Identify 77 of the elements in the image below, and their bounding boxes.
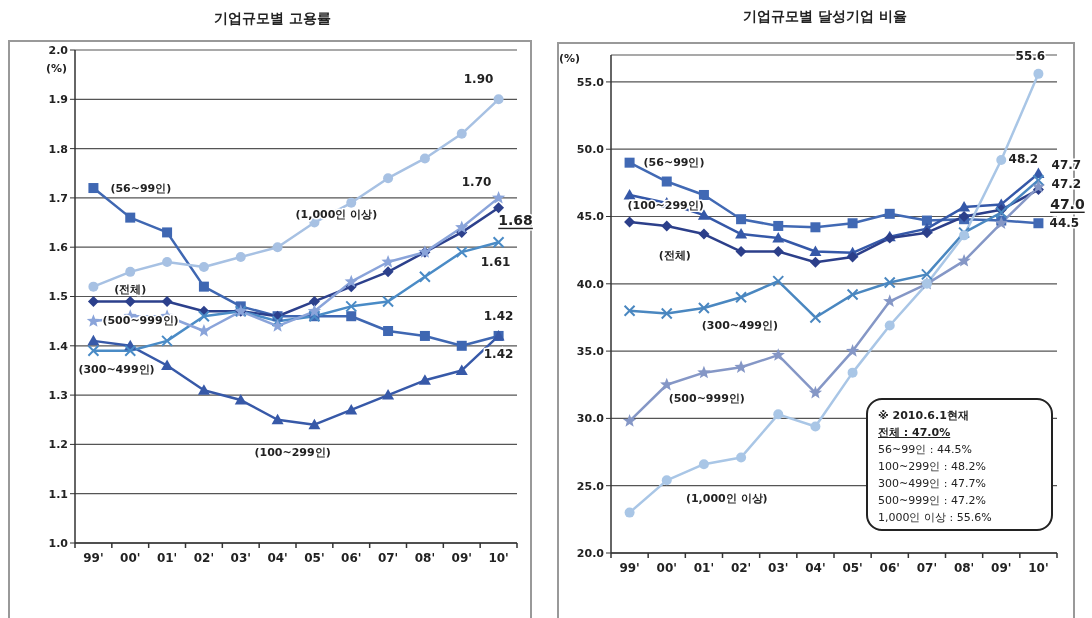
y-tick-label: 30.0 — [576, 412, 605, 426]
x-tick-label: 08' — [414, 551, 436, 565]
series-label: (100~299인) — [254, 446, 331, 460]
x-tick-label: 04' — [805, 561, 826, 575]
series-label: (56~99인) — [643, 156, 705, 170]
x-tick-label: 03' — [230, 551, 251, 565]
data-label: 47.7 — [1051, 158, 1082, 173]
data-label: 48.2 — [1008, 152, 1039, 167]
data-label: 47.0 — [1050, 195, 1085, 212]
x-tick-label: 08' — [953, 561, 975, 575]
data-label: 44.5 — [1049, 216, 1080, 231]
annotation: 300~499인 : 47.7% — [878, 476, 987, 492]
y-tick-label: 1.9 — [48, 93, 68, 107]
series-label: (1,000인 이상) — [685, 491, 768, 505]
x-tick-label: 99' — [619, 561, 640, 575]
x-tick-label: 06' — [879, 561, 900, 575]
data-label: 1.90 — [463, 72, 494, 87]
y-tick-label: 1.7 — [48, 191, 68, 205]
data-label: 1.68 — [498, 211, 533, 228]
series-label: (56~99인) — [110, 181, 172, 195]
y-axis-title: (%) — [559, 52, 581, 65]
series-label: (전체) — [114, 282, 147, 296]
y-axis-title: (%) — [46, 62, 68, 75]
y-tick-label: 50.0 — [576, 143, 605, 157]
series-label: (300~499인) — [701, 318, 779, 332]
x-tick-label: 09' — [991, 561, 1012, 575]
x-tick-label: 07' — [916, 561, 938, 575]
x-tick-label: 10' — [1028, 561, 1049, 575]
annotation: ※ 2010.6.1현재 — [878, 408, 970, 424]
chart-title: 기업규모별 달성기업 비율 — [742, 8, 908, 26]
y-tick-label: 25.0 — [576, 479, 605, 493]
y-tick-label: 55.0 — [576, 75, 605, 89]
series-label: (전체) — [658, 249, 691, 263]
y-tick-label: 35.0 — [576, 345, 605, 359]
y-tick-label: 1.2 — [48, 438, 68, 452]
annotation: 1,000인 이상 : 55.6% — [878, 510, 992, 526]
x-tick-label: 00' — [120, 551, 141, 565]
x-tick-label: 00' — [656, 561, 677, 575]
y-tick-label: 1.8 — [48, 142, 68, 156]
x-tick-label: 05' — [304, 551, 325, 565]
series-label: (500~999인) — [102, 313, 179, 327]
y-tick-label: 40.0 — [576, 277, 605, 291]
y-tick-label: 1.5 — [48, 290, 68, 304]
data-label: 47.2 — [1051, 176, 1082, 191]
data-label: 1.70 — [461, 174, 492, 189]
data-label: 55.6 — [1015, 48, 1046, 63]
x-tick-label: 01' — [693, 561, 715, 575]
annotation: 전체 : 47.0% — [878, 425, 952, 441]
data-label: 1.61 — [480, 255, 511, 270]
annotation: 100~299인 : 48.2% — [878, 459, 987, 475]
y-tick-label: 1.0 — [48, 536, 69, 550]
chart-title: 기업규모별 고용률 — [213, 10, 332, 28]
y-tick-label: 1.1 — [48, 487, 68, 501]
x-tick-label: 99' — [83, 551, 104, 565]
series-label: (500~999인) — [668, 392, 745, 406]
x-tick-label: 02' — [730, 561, 752, 575]
series-label: (1,000인 이상) — [295, 208, 378, 222]
x-tick-label: 10' — [488, 551, 509, 565]
x-tick-label: 09' — [451, 551, 472, 565]
annotation: 500~999인 : 47.2% — [878, 493, 987, 509]
x-tick-label: 01' — [156, 551, 178, 565]
annotation: 56~99인 : 44.5% — [878, 442, 973, 458]
y-tick-label: 45.0 — [576, 210, 605, 224]
x-tick-label: 03' — [768, 561, 789, 575]
x-tick-label: 06' — [341, 551, 362, 565]
y-tick-label: 1.4 — [48, 339, 69, 353]
y-tick-label: 20.0 — [576, 546, 605, 560]
x-tick-label: 07' — [377, 551, 399, 565]
y-tick-label: 2.0 — [48, 43, 69, 57]
x-tick-label: 04' — [267, 551, 288, 565]
data-label: 1.42 — [483, 346, 514, 361]
x-tick-label: 05' — [842, 561, 863, 575]
y-tick-label: 1.3 — [48, 389, 68, 403]
series-label: (300~499인) — [78, 363, 155, 377]
y-tick-label: 1.6 — [48, 241, 69, 255]
x-tick-label: 02' — [193, 551, 215, 565]
data-label: 1.42 — [483, 308, 514, 323]
